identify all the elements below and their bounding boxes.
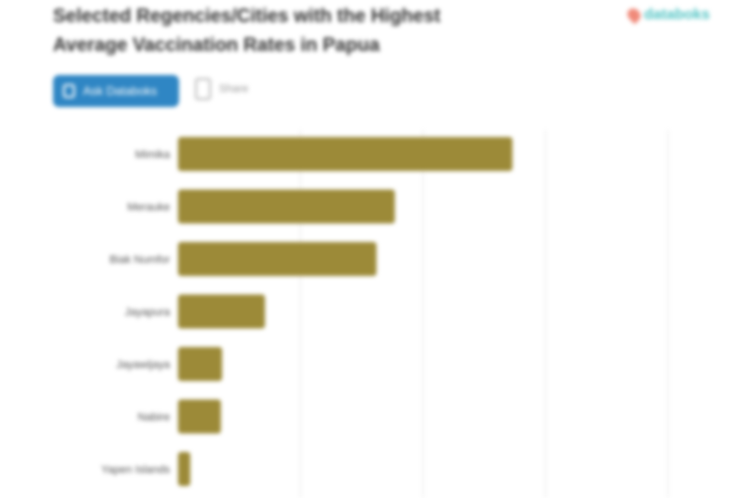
bar[interactable] (178, 452, 191, 486)
chat-icon (63, 84, 75, 98)
category-label: Jayawijaya (116, 359, 171, 371)
bar[interactable] (178, 399, 221, 434)
bar[interactable] (178, 189, 395, 224)
logo-text: databoks (644, 6, 710, 23)
category-label: Biak Numfor (109, 254, 170, 266)
ask-button[interactable]: Ask Databoks (53, 75, 179, 107)
share-icon (195, 78, 211, 100)
category-label: Merauke (127, 202, 170, 214)
ask-label: Ask Databoks (83, 84, 158, 98)
category-label: Mimika (135, 149, 171, 161)
category-label: Jayapura (125, 307, 171, 319)
bar[interactable] (178, 242, 377, 276)
chart-title: Selected Regencies/Cities with the Highe… (53, 6, 441, 56)
share-button[interactable]: Share (195, 78, 248, 100)
category-label: Yapen Islands (101, 464, 170, 476)
share-label: Share (219, 83, 249, 95)
databoks-logo[interactable]: databoks (624, 5, 710, 24)
bar[interactable] (178, 294, 265, 329)
bar[interactable] (178, 137, 513, 171)
category-label: Nabire (138, 412, 170, 424)
bar[interactable] (178, 347, 223, 381)
